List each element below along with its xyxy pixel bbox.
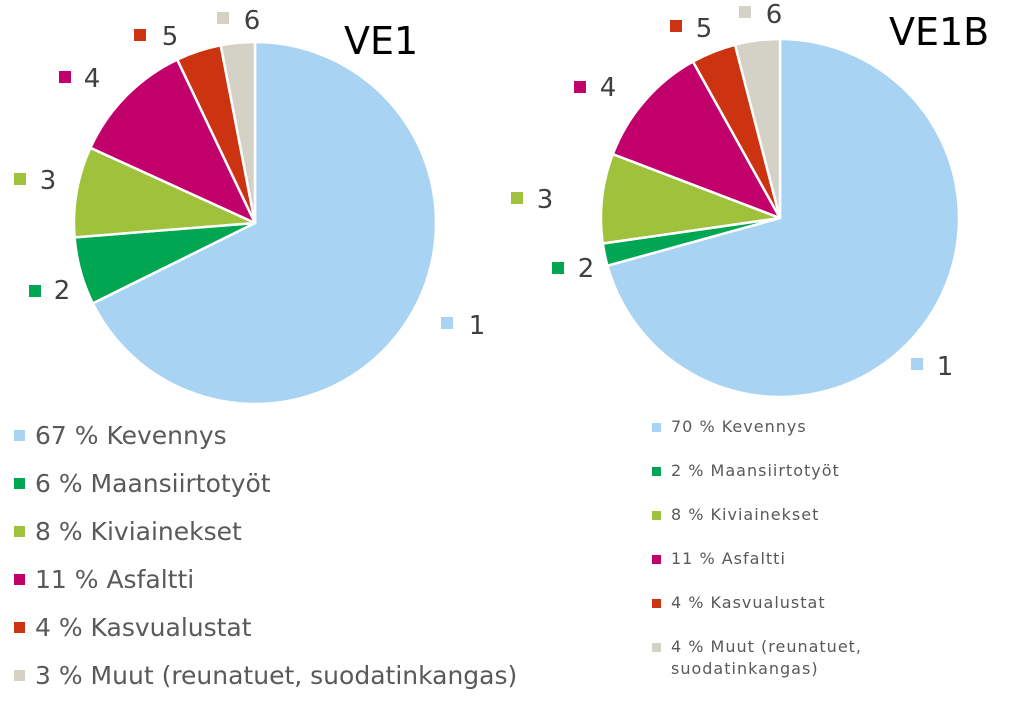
legend-item: 4 % Kasvualustat (14, 606, 252, 654)
legend-swatch (652, 423, 661, 432)
pie-slice-1 (91, 40, 438, 406)
legend-text: 8 % Kiviainekset (671, 505, 820, 524)
pie-slice-4 (611, 60, 782, 220)
slice-label-marker-4 (574, 81, 586, 93)
pie-slice-6 (733, 37, 782, 220)
legend-item: 3 % Muut (reunatuet, suodatinkangas) (14, 654, 517, 702)
slice-label-marker-6 (217, 12, 229, 24)
legend-item: 4 % Muut (reunatuet, suodatinkangas) (652, 636, 862, 680)
legend-text: 8 % Kiviainekset (35, 517, 242, 546)
slice-label-2: 2 (578, 254, 595, 284)
legend-item: 67 % Kevennys (14, 414, 227, 462)
slice-label-marker-1 (441, 317, 453, 329)
slice-label-5: 5 (696, 14, 713, 44)
legend-text: 3 % Muut (reunatuet, suodatinkangas) (35, 661, 518, 690)
legend-item: 11 % Asfaltti (14, 558, 194, 606)
legend-item: 8 % Kiviainekset (14, 510, 242, 558)
chart-title-ve1: VE1 (344, 19, 418, 63)
slice-label-2: 2 (54, 276, 71, 306)
slice-label-1: 1 (469, 311, 486, 341)
pie-ve1b: 1 2 3 4 5 6 (511, 0, 961, 399)
pie-slice-3 (599, 152, 782, 245)
legend-swatch (14, 670, 25, 681)
legend-text: 4 % Muut (reunatuet, suodatinkangas) (671, 637, 863, 678)
legend-item: 4 % Kasvualustat (652, 592, 826, 614)
legend-item: 70 % Kevennys (652, 416, 807, 438)
slice-label-6: 6 (244, 6, 261, 36)
legend-item: 6 % Maansiirtotyöt (14, 462, 271, 510)
slice-label-marker-4 (59, 71, 71, 83)
legend-swatch (652, 555, 661, 564)
legend-swatch (652, 599, 661, 608)
legend-swatch (14, 430, 25, 441)
slice-label-marker-5 (134, 29, 146, 41)
legend-swatch (652, 643, 661, 652)
pie-ve1: 1 2 3 4 5 6 (14, 6, 486, 406)
legend-swatch (14, 574, 25, 585)
slice-label-marker-3 (511, 192, 523, 204)
legend-swatch (14, 526, 25, 537)
legend-swatch (14, 622, 25, 633)
slice-label-4: 4 (84, 64, 101, 94)
chart-title-ve1b: VE1B (889, 10, 989, 54)
slice-label-4: 4 (600, 73, 617, 103)
slice-label-6: 6 (766, 0, 783, 30)
pie-slice-3 (72, 146, 257, 239)
legend-item: 11 % Asfaltti (652, 548, 786, 570)
slice-label-3: 3 (537, 185, 554, 215)
legend-text: 4 % Kasvualustat (35, 613, 252, 642)
slice-label-marker-2 (552, 262, 564, 274)
slice-label-1: 1 (937, 352, 954, 382)
legend-text: 4 % Kasvualustat (671, 593, 826, 612)
legend-swatch (652, 467, 661, 476)
pie-slice-6 (219, 40, 257, 225)
legend-text: 11 % Asfaltti (35, 565, 195, 594)
legend-text: 2 % Maansiirtotyöt (671, 461, 840, 480)
slice-label-marker-6 (739, 6, 751, 18)
legend-text: 67 % Kevennys (35, 421, 227, 450)
slice-label-3: 3 (40, 166, 57, 196)
slice-label-marker-1 (911, 358, 923, 370)
legend-swatch (652, 511, 661, 520)
slice-label-marker-5 (670, 20, 682, 32)
pie-slice-4 (89, 58, 257, 225)
slice-label-marker-3 (14, 173, 26, 185)
legend-item: 8 % Kiviainekset (652, 504, 819, 526)
slice-label-marker-2 (29, 285, 41, 297)
legend-text: 11 % Asfaltti (671, 549, 786, 568)
pie-slice-1 (606, 37, 961, 399)
slice-label-5: 5 (162, 22, 179, 52)
legend-text: 6 % Maansiirtotyöt (35, 469, 271, 498)
legend-text: 70 % Kevennys (671, 417, 807, 436)
legend-swatch (14, 478, 25, 489)
legend-item: 2 % Maansiirtotyöt (652, 460, 840, 482)
